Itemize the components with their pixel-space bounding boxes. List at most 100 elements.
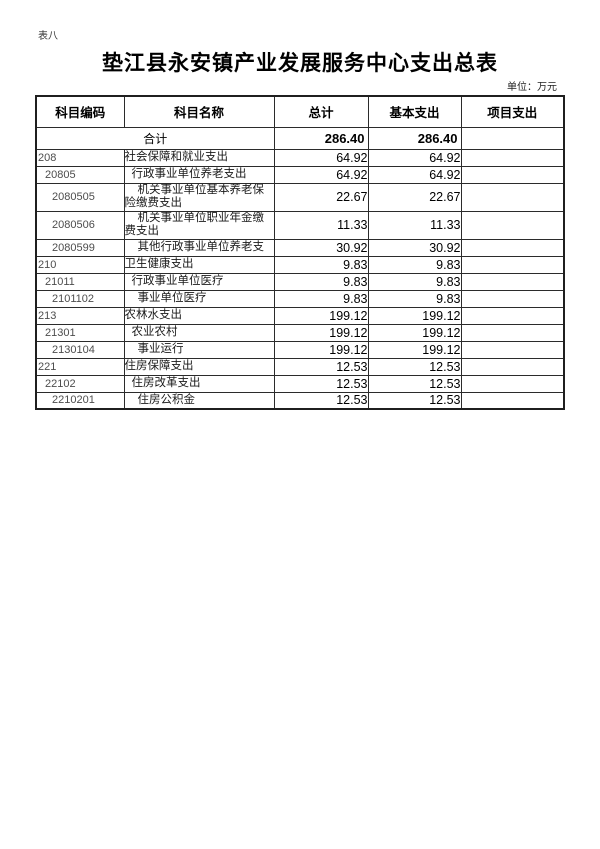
cell-grand-total: 64.92: [273, 165, 369, 184]
cell-subject-code: 21011: [35, 272, 125, 291]
table-row: 20805 行政事业单位养老支出 64.92 64.92: [35, 165, 565, 184]
header-grand-total: 总计: [273, 95, 369, 128]
table-body: 208 社会保障和就业支出 64.92 64.92 20805 行政事业单位养老…: [35, 148, 565, 410]
cell-basic-expense: 64.92: [367, 148, 462, 167]
cell-project-expense: [460, 255, 565, 274]
cell-subject-code: 2080599: [35, 238, 125, 257]
cell-basic-expense: 12.53: [367, 374, 462, 393]
cell-basic-expense: 199.12: [367, 306, 462, 325]
table-number-label: 表八: [38, 31, 58, 42]
cell-subject-code: 213: [35, 306, 125, 325]
cell-subject-name: 住房保障支出: [123, 357, 275, 376]
cell-subject-code: 21301: [35, 323, 125, 342]
cell-grand-total: 9.83: [273, 255, 369, 274]
cell-grand-total: 9.83: [273, 272, 369, 291]
total-row-label: 合计: [35, 126, 275, 150]
table-row: 2080599 其他行政事业单位养老支 30.92 30.92: [35, 238, 565, 257]
cell-project-expense: [460, 306, 565, 325]
table-row: 213 农林水支出 199.12 199.12: [35, 306, 565, 325]
cell-basic-expense: 9.83: [367, 255, 462, 274]
cell-basic-expense: 64.92: [367, 165, 462, 184]
cell-grand-total: 12.53: [273, 374, 369, 393]
cell-project-expense: [460, 165, 565, 184]
cell-subject-code: 2080505: [35, 182, 125, 212]
cell-basic-expense: 9.83: [367, 289, 462, 308]
cell-subject-name: 社会保障和就业支出: [123, 148, 275, 167]
cell-subject-name: 行政事业单位养老支出: [123, 165, 275, 184]
cell-subject-name: 行政事业单位医疗: [123, 272, 275, 291]
table-row: 22102 住房改革支出 12.53 12.53: [35, 374, 565, 393]
table-row: 2101102 事业单位医疗 9.83 9.83: [35, 289, 565, 308]
table-row: 2210201 住房公积金 12.53 12.53: [35, 391, 565, 410]
header-subject-name: 科目名称: [123, 95, 275, 128]
table-row: 2130104 事业运行 199.12 199.12: [35, 340, 565, 359]
cell-basic-expense: 199.12: [367, 340, 462, 359]
cell-subject-code: 210: [35, 255, 125, 274]
cell-subject-name: 事业单位医疗: [123, 289, 275, 308]
cell-basic-expense: 199.12: [367, 323, 462, 342]
cell-subject-name: 住房公积金: [123, 391, 275, 410]
cell-grand-total: 12.53: [273, 357, 369, 376]
page-title: 垫江县永安镇产业发展服务中心支出总表: [102, 51, 498, 75]
cell-project-expense: [460, 148, 565, 167]
table-row: 21011 行政事业单位医疗 9.83 9.83: [35, 272, 565, 291]
header-basic-expense: 基本支出: [367, 95, 462, 128]
cell-subject-code: 221: [35, 357, 125, 376]
cell-subject-name: 卫生健康支出: [123, 255, 275, 274]
cell-subject-name: 事业运行: [123, 340, 275, 359]
table-row: 2080505 机关事业单位基本养老保险缴费支出 22.67 22.67: [35, 182, 565, 212]
cell-subject-name: 农林水支出: [123, 306, 275, 325]
cell-subject-code: 2080506: [35, 210, 125, 240]
cell-grand-total: 199.12: [273, 306, 369, 325]
cell-subject-name: 机关事业单位职业年金缴费支出: [123, 210, 275, 240]
cell-subject-code: 2101102: [35, 289, 125, 308]
table-row: 208 社会保障和就业支出 64.92 64.92: [35, 148, 565, 167]
cell-grand-total: 64.92: [273, 148, 369, 167]
expenditure-summary-table: 科目编码 科目名称 总计 基本支出 项目支出 合计 286.40 286.40 …: [35, 95, 565, 410]
header-project-expense: 项目支出: [460, 95, 565, 128]
total-row: 合计 286.40 286.40: [35, 126, 565, 150]
cell-grand-total: 12.53: [273, 391, 369, 410]
cell-project-expense: [460, 210, 565, 240]
cell-grand-total: 199.12: [273, 323, 369, 342]
cell-basic-expense: 12.53: [367, 391, 462, 410]
cell-grand-total: 22.67: [273, 182, 369, 212]
cell-project-expense: [460, 272, 565, 291]
cell-subject-name: 其他行政事业单位养老支: [123, 238, 275, 257]
table-row: 2080506 机关事业单位职业年金缴费支出 11.33 11.33: [35, 210, 565, 240]
cell-subject-code: 22102: [35, 374, 125, 393]
cell-subject-code: 208: [35, 148, 125, 167]
cell-project-expense: [460, 238, 565, 257]
cell-subject-code: 2210201: [35, 391, 125, 410]
cell-subject-name: 农业农村: [123, 323, 275, 342]
table-header-row: 科目编码 科目名称 总计 基本支出 项目支出: [35, 95, 565, 128]
cell-basic-expense: 9.83: [367, 272, 462, 291]
cell-project-expense: [460, 374, 565, 393]
cell-project-expense: [460, 182, 565, 212]
header-subject-code: 科目编码: [35, 95, 125, 128]
cell-basic-expense: 11.33: [367, 210, 462, 240]
cell-grand-total: 30.92: [273, 238, 369, 257]
unit-note: 单位：万元: [507, 82, 557, 93]
total-row-basic: 286.40: [367, 126, 462, 150]
cell-basic-expense: 12.53: [367, 357, 462, 376]
cell-grand-total: 9.83: [273, 289, 369, 308]
table-row: 210 卫生健康支出 9.83 9.83: [35, 255, 565, 274]
cell-grand-total: 199.12: [273, 340, 369, 359]
table-row: 21301 农业农村 199.12 199.12: [35, 323, 565, 342]
cell-subject-code: 2130104: [35, 340, 125, 359]
cell-subject-code: 20805: [35, 165, 125, 184]
cell-basic-expense: 22.67: [367, 182, 462, 212]
cell-project-expense: [460, 357, 565, 376]
cell-project-expense: [460, 289, 565, 308]
cell-subject-name: 住房改革支出: [123, 374, 275, 393]
cell-basic-expense: 30.92: [367, 238, 462, 257]
cell-subject-name: 机关事业单位基本养老保险缴费支出: [123, 182, 275, 212]
total-row-project: [460, 126, 565, 150]
total-row-grand-total: 286.40: [273, 126, 369, 150]
table-row: 221 住房保障支出 12.53 12.53: [35, 357, 565, 376]
cell-grand-total: 11.33: [273, 210, 369, 240]
cell-project-expense: [460, 323, 565, 342]
cell-project-expense: [460, 391, 565, 410]
